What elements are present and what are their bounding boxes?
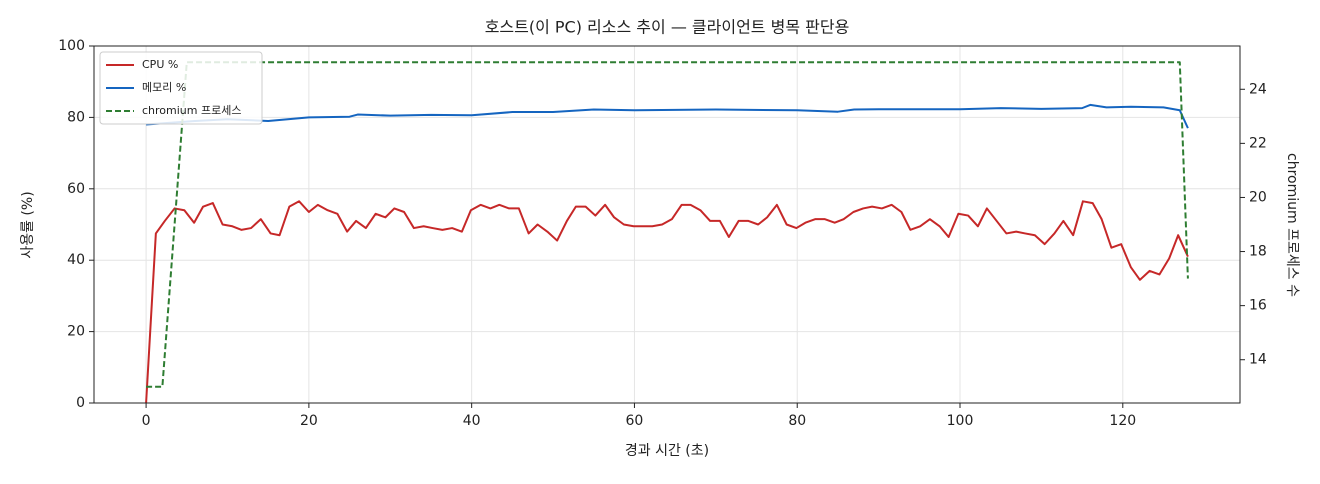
series-line [146, 103, 1189, 129]
x-tick-label: 120 [1109, 413, 1136, 429]
plot-frame [93, 45, 1241, 404]
x-tick-label: 0 [142, 413, 151, 429]
series-line [145, 200, 1189, 404]
y2-axis-label: chromium 프로세스 수 [1284, 153, 1300, 297]
y2-tick-label: 22 [1249, 135, 1267, 151]
plot-area: 0 20 40 60 80 100 120 0 20 40 60 80 100 14 16 18 20 22 24 C… [58, 38, 1267, 429]
y2-tick-label: 18 [1249, 244, 1267, 260]
y-tick-label: 0 [76, 395, 85, 411]
legend-label: 메모리 % [142, 81, 186, 94]
x-tick-label: 80 [788, 413, 806, 429]
legend-label: CPU % [142, 58, 178, 71]
y-tick-label: 20 [67, 324, 85, 340]
chart-title: 호스트(이 PC) 리소스 추이 — 클라이언트 병목 판단용 [485, 18, 850, 37]
legend-label: chromium 프로세스 [142, 104, 241, 117]
y-tick-label: 80 [67, 109, 85, 125]
y2-tick-label: 14 [1249, 352, 1267, 368]
y-tick-label: 60 [67, 181, 85, 197]
y2-tick-label: 24 [1249, 81, 1267, 97]
y-tick-label: 40 [67, 252, 85, 268]
y-tick-label: 100 [58, 38, 85, 54]
x-tick-label: 40 [463, 413, 481, 429]
x-tick-label: 60 [626, 413, 644, 429]
y2-tick-label: 20 [1249, 189, 1267, 205]
y-axis-label: 사용률 (%) [20, 191, 36, 258]
x-tick-label: 20 [300, 413, 318, 429]
y2-tick-label: 16 [1249, 298, 1267, 314]
legend: CPU % 메모리 % chromium 프로세스 [99, 51, 263, 125]
x-axis-label: 경과 시간 (초) [625, 443, 709, 459]
series-line [146, 61, 1189, 388]
x-tick-label: 100 [947, 413, 974, 429]
legend-box [99, 51, 263, 125]
